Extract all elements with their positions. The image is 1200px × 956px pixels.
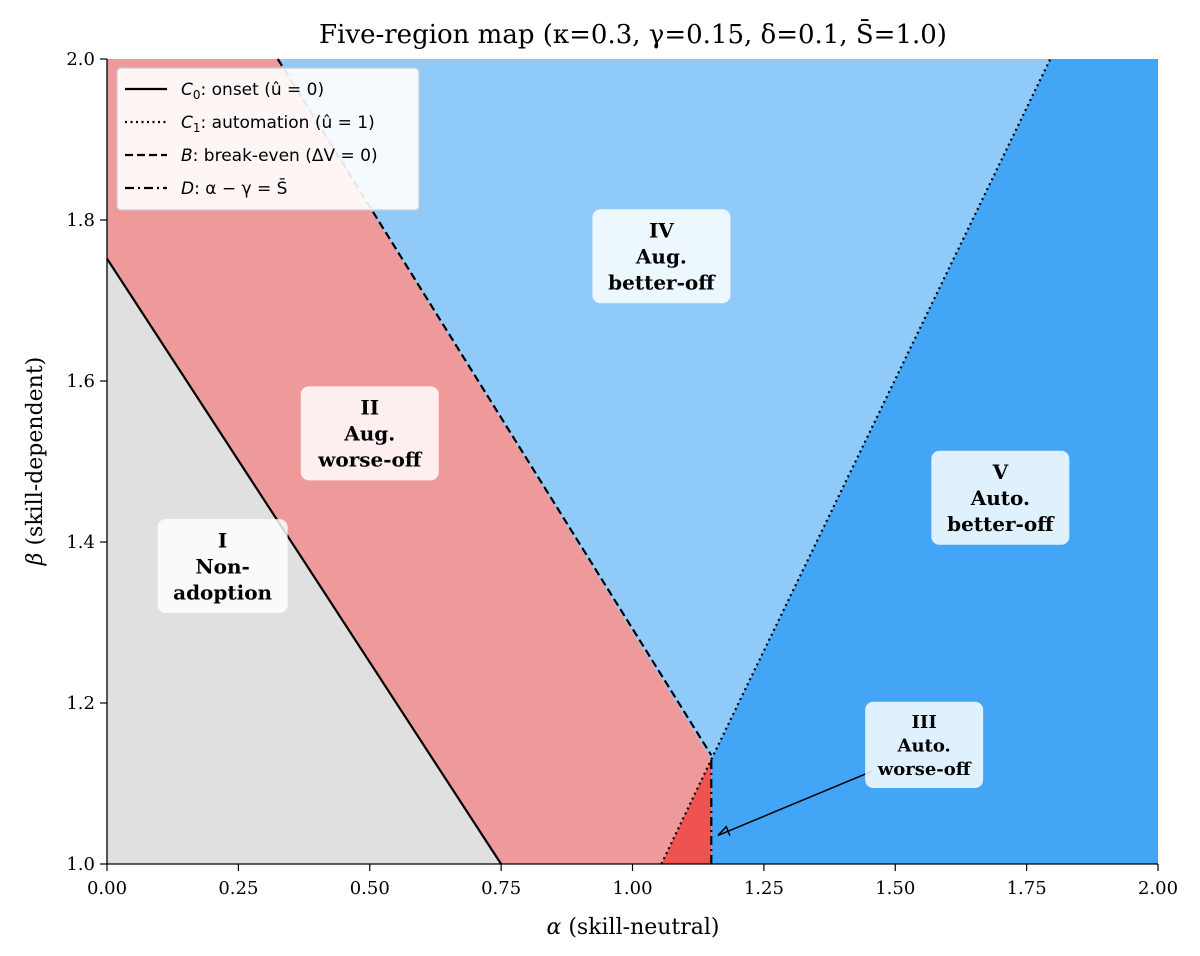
region-iv-fill	[277, 59, 1051, 760]
x-axis-symbol: α	[546, 915, 561, 940]
region-v-label-line: Auto.	[970, 486, 1030, 510]
region-labels: INon-adoptionIIAug.worse-offIIIAuto.wors…	[157, 209, 1070, 788]
x-axis-label: α (skill-neutral)	[546, 915, 719, 940]
region-iii-label-line: worse-off	[877, 759, 972, 780]
region-v-label-line: better-off	[947, 512, 1055, 536]
region-i-label-box	[157, 519, 288, 614]
region-ii-label-line: Aug.	[343, 422, 395, 446]
y-tick-label: 1.2	[66, 693, 95, 714]
region-iii-label-line: Auto.	[896, 735, 950, 756]
region-ii-label-line: II	[360, 396, 379, 420]
y-tick-label: 2.0	[66, 49, 95, 70]
region-i-label-line: Non-	[195, 554, 249, 578]
region-v-label-box	[931, 450, 1070, 545]
y-tick-label: 1.6	[66, 371, 95, 392]
legend-box	[116, 67, 420, 211]
region-iv-label-line: Aug.	[635, 245, 687, 269]
region-ii-label-box	[300, 386, 439, 481]
arrow-head	[717, 825, 731, 837]
curve-c0-onset	[106, 257, 503, 865]
x-tick-label: 1.25	[744, 878, 784, 899]
legend-label-d: D: α − γ = S̄	[181, 177, 287, 199]
region-iv-label-box	[592, 209, 731, 304]
y-axis-symbol: β	[23, 553, 48, 567]
x-axis-text: (skill-neutral)	[561, 915, 719, 940]
x-tick-label: 1.75	[1007, 878, 1047, 899]
x-tick-label: 0.75	[481, 878, 521, 899]
x-tick-label: 0.50	[350, 878, 390, 899]
region-i-label-line: I	[218, 528, 227, 552]
region-iii-arrow	[717, 770, 872, 837]
region-ii-label-line: worse-off	[317, 448, 423, 472]
legend: C0: onset (û = 0) C1: automation (û = 1) B…	[116, 67, 420, 211]
legend-label-b: B: break-even (ΔV = 0)	[181, 146, 378, 166]
x-tick-label: 1.00	[612, 878, 652, 899]
legend-label-c1: C1: automation (û = 1)	[181, 113, 375, 135]
region-iii-label-box	[865, 701, 984, 788]
region-iv-label-line: better-off	[608, 271, 716, 295]
y-axis-label: β (skill-dependent)	[23, 357, 48, 567]
chart-title: Five-region map (κ=0.3, γ=0.15, δ=0.1, S…	[319, 18, 947, 50]
region-iv-label-line: IV	[649, 219, 674, 243]
x-tick-label: 2.00	[1138, 878, 1178, 899]
y-tick-label: 1.0	[66, 854, 95, 875]
y-axis-text: (skill-dependent)	[23, 357, 48, 553]
legend-label-c0: C0: onset (û = 0)	[181, 80, 324, 102]
x-tick-label: 1.50	[875, 878, 915, 899]
x-tick-label: 0.00	[87, 878, 127, 899]
region-v-label-line: V	[992, 460, 1009, 484]
region-iii-label-line: III	[912, 712, 937, 733]
y-tick-label: 1.4	[66, 532, 95, 553]
arrow-line	[717, 770, 872, 837]
region-iii-fill	[661, 759, 712, 864]
axes: 0.00 0.25 0.50 0.75 1.00 1.25 1.50 1.75 2.00 1.0 1…	[66, 49, 1178, 899]
region-i-label-line: adoption	[173, 580, 272, 604]
y-tick-label: 1.8	[66, 210, 95, 231]
x-tick-label: 0.25	[218, 878, 258, 899]
